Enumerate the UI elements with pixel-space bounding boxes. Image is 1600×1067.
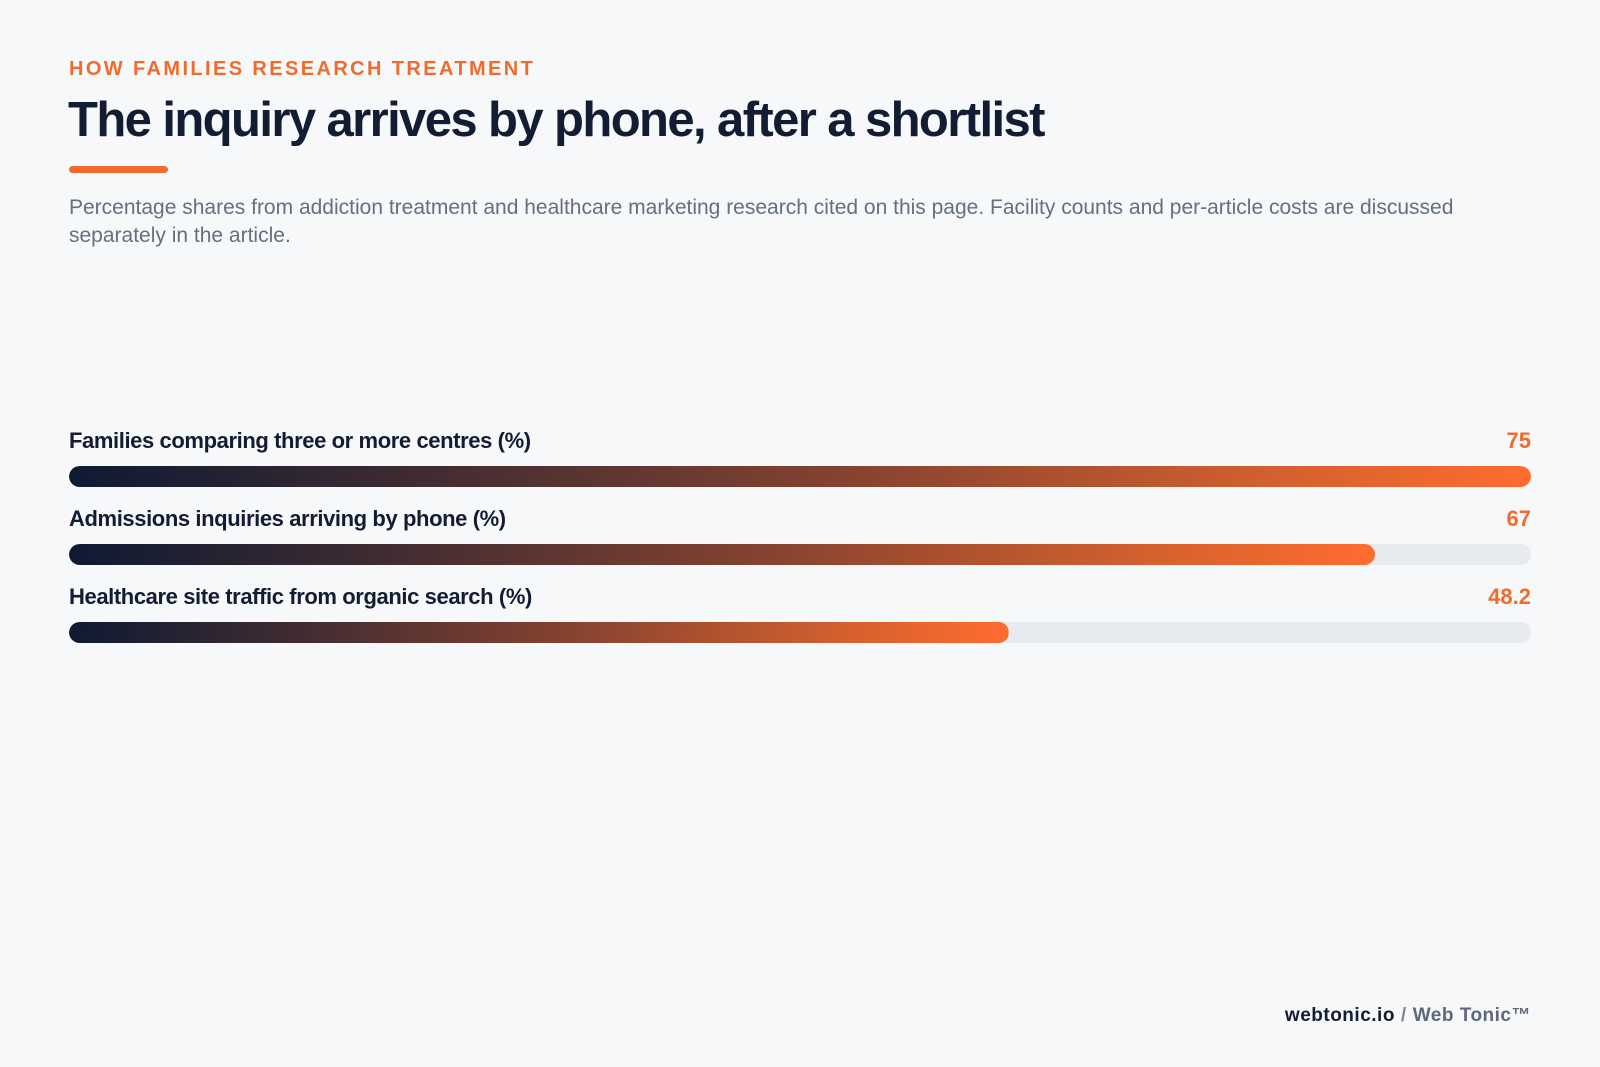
- bar-track: [69, 622, 1531, 643]
- bar-fill: [69, 544, 1376, 565]
- bar-value-label: 48.2: [1488, 584, 1531, 609]
- bar-chart: Families comparing three or more centres…: [69, 424, 1531, 658]
- bar-track: [69, 544, 1531, 565]
- title-accent-rule: [69, 166, 168, 173]
- bar-row: Admissions inquiries arriving by phone (…: [69, 502, 1531, 580]
- chart-subtitle: Percentage shares from addiction treatme…: [69, 196, 1454, 247]
- bar-row: Healthcare site traffic from organic sea…: [69, 580, 1531, 658]
- bar-label: Admissions inquiries arriving by phone (…: [69, 506, 506, 531]
- footer-site-link[interactable]: webtonic.io: [1284, 1005, 1395, 1026]
- bar-fill: [69, 622, 1009, 643]
- footer-credit: webtonic.io / Web Tonic™: [1285, 1005, 1531, 1027]
- bar-value-label: 67: [1506, 506, 1531, 531]
- bar-fill: [69, 466, 1531, 487]
- bar-value-label: 75: [1506, 428, 1531, 453]
- footer-separator: /: [1400, 1005, 1407, 1026]
- page-title: The inquiry arrives by phone, after a sh…: [68, 93, 1045, 147]
- bar-track: [69, 466, 1531, 487]
- bar-label: Healthcare site traffic from organic sea…: [69, 584, 532, 609]
- bar-row: Families comparing three or more centres…: [69, 424, 1531, 502]
- bar-label: Families comparing three or more centres…: [69, 428, 531, 453]
- footer-brand: Web Tonic™: [1412, 1005, 1531, 1026]
- eyebrow-label: HOW FAMILIES RESEARCH TREATMENT: [69, 58, 536, 80]
